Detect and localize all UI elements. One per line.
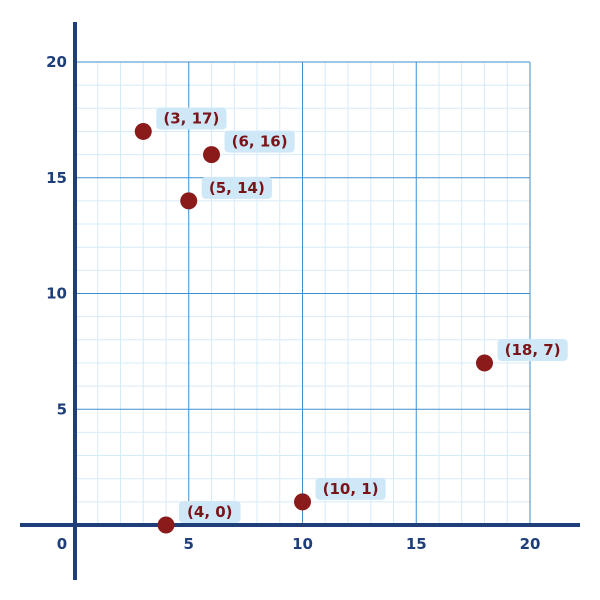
data-point bbox=[476, 354, 493, 372]
data-label-background bbox=[315, 477, 386, 500]
data-label: (6, 16) bbox=[232, 133, 288, 151]
x-tick-label: 5 bbox=[184, 535, 194, 553]
data-point-group: (3, 17) bbox=[134, 107, 227, 140]
data-label-background bbox=[156, 107, 227, 130]
data-label-background bbox=[224, 130, 295, 153]
data-point-group: (6, 16) bbox=[203, 130, 295, 164]
tick-labels: 0 5 10 15 20 5 10 15 20 bbox=[46, 53, 540, 553]
y-tick-label: 10 bbox=[46, 285, 67, 303]
x-tick-label: 0 bbox=[57, 535, 67, 553]
data-label: (5, 14) bbox=[209, 179, 265, 197]
data-label: (10, 1) bbox=[323, 480, 379, 498]
data-point-group: (18, 7) bbox=[476, 338, 568, 372]
data-point bbox=[157, 516, 175, 534]
data-point-group: (5, 14) bbox=[180, 176, 272, 210]
x-tick-label: 10 bbox=[292, 535, 313, 553]
data-label-background bbox=[179, 501, 241, 523]
y-tick-label: 20 bbox=[46, 53, 67, 71]
data-label-background bbox=[201, 176, 272, 199]
data-point bbox=[134, 122, 152, 140]
axes bbox=[20, 22, 580, 580]
data-point bbox=[203, 146, 220, 164]
data-label: (18, 7) bbox=[505, 341, 561, 359]
y-tick-label: 15 bbox=[46, 169, 67, 187]
data-label: (4, 0) bbox=[187, 503, 233, 521]
y-tick-label: 5 bbox=[57, 400, 67, 418]
data-label-background bbox=[497, 338, 568, 361]
data-points: (3, 17) (6, 16) (5, 14) (18, 7) (10, 1) (4, 0… bbox=[134, 107, 568, 534]
x-tick-label: 15 bbox=[406, 535, 427, 553]
data-label: (3, 17) bbox=[163, 109, 219, 127]
data-point bbox=[294, 493, 311, 511]
data-point-group: (10, 1) bbox=[294, 477, 386, 511]
data-point-group: (4, 0) bbox=[157, 501, 241, 534]
major-grid bbox=[75, 61, 531, 525]
x-tick-label: 20 bbox=[520, 535, 541, 553]
data-point bbox=[180, 192, 198, 210]
